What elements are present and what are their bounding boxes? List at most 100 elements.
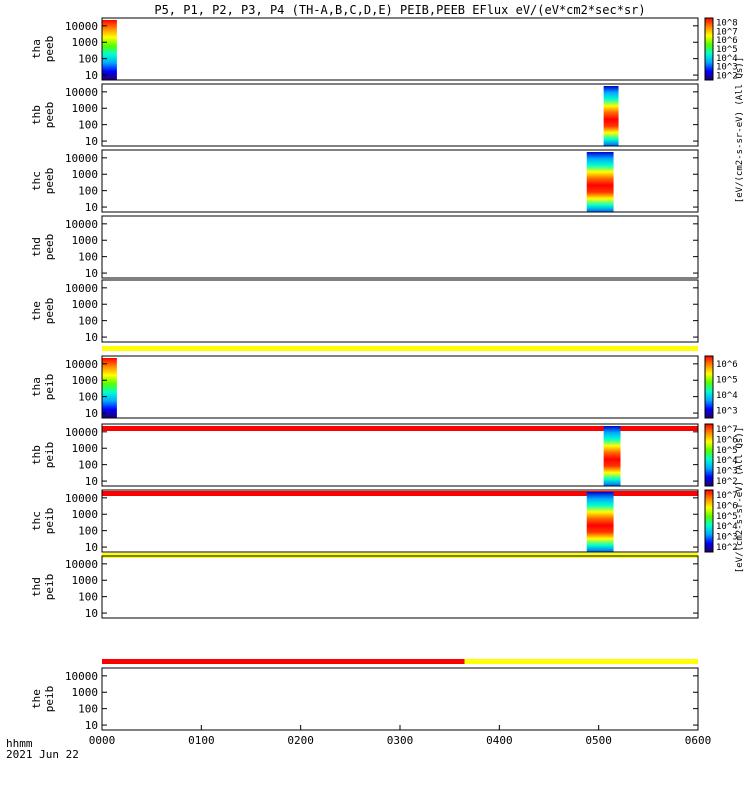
- panel-instrument-label: peib: [43, 442, 56, 469]
- colorbar-tick-label: 10^4: [716, 456, 738, 466]
- x-tick-label: 0200: [287, 734, 314, 747]
- colorbar-units-label: [eV/(cm2-s-sr-eV) (All Qs)]: [735, 57, 745, 203]
- colorbar-tick-label: 10^3: [716, 63, 738, 73]
- x-tick-label: 0100: [188, 734, 215, 747]
- panel-probe-label: thc: [30, 511, 43, 531]
- y-tick-label: 100: [78, 591, 98, 604]
- panel-probe-label: the: [30, 301, 43, 321]
- panel-thd-peib: 10 100 1000 10000 thd peib: [30, 555, 699, 664]
- panel-instrument-label: peib: [43, 508, 56, 535]
- colorbar-tick-label: 10^6: [716, 360, 738, 370]
- panel-thc-peeb: 10 100 1000 10000 thc peeb: [30, 149, 699, 214]
- y-tick-label: 1000: [72, 102, 99, 115]
- panel-probe-label: the: [30, 689, 43, 709]
- panel-instrument-label: peeb: [43, 234, 56, 261]
- y-tick-label: 100: [78, 251, 98, 264]
- y-tick-label: 10: [85, 331, 98, 344]
- spectrogram-block: [603, 426, 621, 486]
- panel-instrument-label: peeb: [43, 102, 56, 129]
- colorbar-tick-label: 10^3: [716, 467, 738, 477]
- y-tick-label: 10000: [65, 20, 98, 33]
- panel-frame: [101, 215, 699, 279]
- x-axis-label-date: 2021 Jun 22: [6, 748, 79, 761]
- panel-frame: [101, 279, 699, 343]
- colorbar-tick-label: 10^5: [716, 446, 738, 456]
- status-bar-yellow: [464, 659, 698, 664]
- colorbar: [704, 355, 714, 419]
- panel-frame: [101, 83, 699, 147]
- colorbar-tick-label: 10^4: [716, 522, 738, 532]
- colorbar: [704, 17, 714, 81]
- panel-frame: [101, 489, 699, 553]
- colorbar-tick-label: 10^2: [716, 543, 738, 553]
- y-tick-label: 10000: [65, 282, 98, 295]
- colorbar-tick-label: 10^2: [716, 477, 738, 487]
- colorbar-units-label: [eV/(cm2-s-sr-eV) (All Qs)]: [735, 427, 745, 573]
- panel-probe-label: thb: [30, 105, 43, 125]
- y-tick-label: 100: [78, 53, 98, 66]
- panel-frame: [101, 555, 699, 619]
- x-tick-label: 0400: [486, 734, 513, 747]
- y-tick-label: 10: [85, 135, 98, 148]
- y-tick-label: 1000: [72, 508, 99, 521]
- spectrogram-block: [586, 152, 614, 212]
- y-tick-label: 10: [85, 69, 98, 82]
- y-tick-label: 1000: [72, 36, 99, 49]
- x-tick-label: 0600: [685, 734, 712, 747]
- colorbar: [704, 423, 714, 487]
- colorbar-tick-label: 10^7: [716, 491, 738, 501]
- panel-thb-peeb: 10 100 1000 10000 thb peeb: [30, 83, 699, 148]
- y-tick-label: 100: [78, 391, 98, 404]
- y-tick-label: 100: [78, 525, 98, 538]
- spectrogram-block: [102, 20, 117, 80]
- panel-instrument-label: peib: [43, 686, 56, 713]
- status-bar-red: [102, 426, 698, 431]
- y-tick-label: 100: [78, 119, 98, 132]
- y-tick-label: 10: [85, 475, 98, 488]
- y-tick-label: 1000: [72, 574, 99, 587]
- panel-frame: [101, 667, 699, 731]
- y-tick-label: 1000: [72, 234, 99, 247]
- y-tick-label: 1000: [72, 168, 99, 181]
- y-tick-label: 10000: [65, 670, 98, 683]
- spectrogram-block: [603, 86, 619, 146]
- panel-probe-label: tha: [30, 39, 43, 59]
- colorbar-tick-label: 10^4: [716, 54, 738, 64]
- y-tick-label: 100: [78, 185, 98, 198]
- colorbar-tick-label: 10^2: [716, 72, 738, 82]
- y-tick-label: 100: [78, 459, 98, 472]
- y-tick-label: 10: [85, 201, 98, 214]
- y-tick-label: 10: [85, 719, 98, 732]
- colorbar-tick-label: 10^5: [716, 512, 738, 522]
- panel-instrument-label: peeb: [43, 36, 56, 63]
- panel-instrument-label: peeb: [43, 298, 56, 325]
- y-tick-label: 10000: [65, 358, 98, 371]
- y-tick-label: 1000: [72, 298, 99, 311]
- panel-frame: [101, 423, 699, 487]
- colorbar-tick-label: 10^8: [716, 18, 738, 28]
- y-tick-label: 1000: [72, 442, 99, 455]
- x-tick-label: 0300: [387, 734, 414, 747]
- panel-probe-label: thc: [30, 171, 43, 191]
- colorbar-tick-label: 10^4: [716, 391, 738, 401]
- y-tick-label: 100: [78, 703, 98, 716]
- colorbar-tick-label: 10^6: [716, 502, 738, 512]
- figure-title: P5, P1, P2, P3, P4 (TH-A,B,C,D,E) PEIB,P…: [154, 3, 645, 17]
- y-tick-label: 10: [85, 267, 98, 280]
- y-tick-label: 10000: [65, 218, 98, 231]
- colorbar-tick-label: 10^6: [716, 36, 738, 46]
- colorbar-tick-label: 10^5: [716, 45, 738, 55]
- colorbar-tick-label: 10^3: [716, 533, 738, 543]
- colorbar-tick-label: 10^6: [716, 436, 738, 446]
- panel-probe-label: thb: [30, 445, 43, 465]
- colorbar: [704, 489, 714, 553]
- status-bar-yellow: [102, 346, 698, 351]
- y-tick-label: 10000: [65, 492, 98, 505]
- panel-probe-label: tha: [30, 377, 43, 397]
- y-tick-label: 10000: [65, 152, 98, 165]
